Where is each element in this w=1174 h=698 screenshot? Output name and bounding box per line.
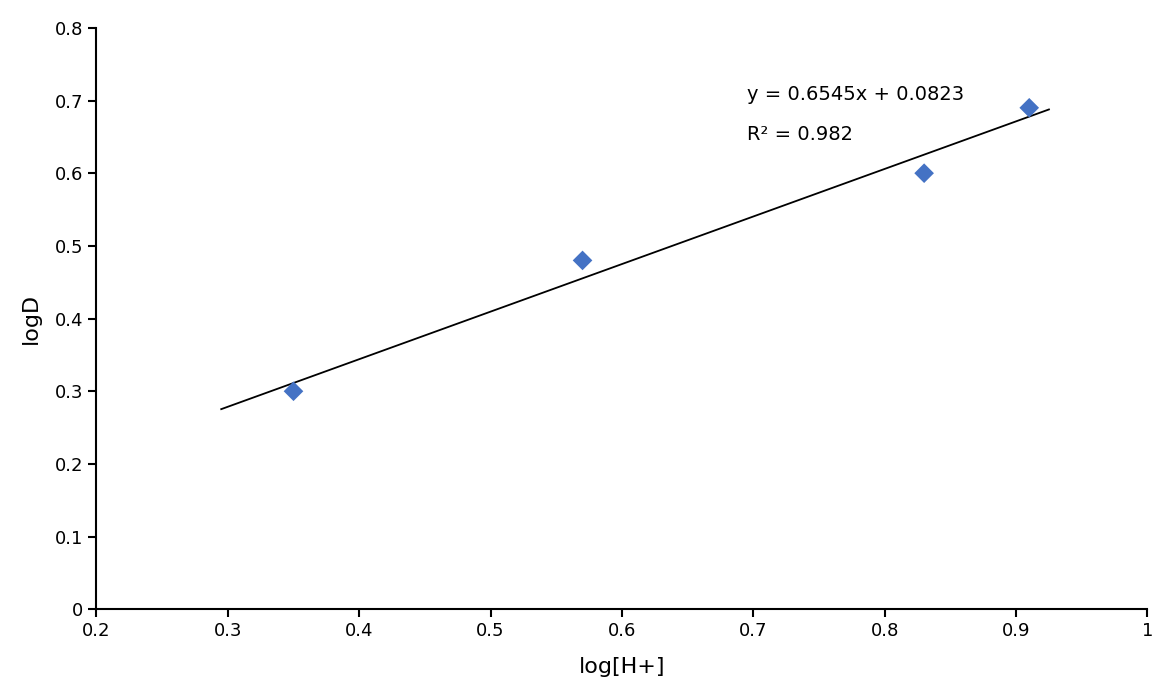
Y-axis label: logD: logD (21, 293, 41, 344)
Text: R² = 0.982: R² = 0.982 (747, 125, 852, 144)
Text: y = 0.6545x + 0.0823: y = 0.6545x + 0.0823 (747, 85, 964, 104)
Point (1020, 102, 1039, 113)
X-axis label: log[H+]: log[H+] (579, 657, 666, 677)
Point (284, 386, 303, 397)
Point (915, 168, 933, 179)
Point (573, 255, 592, 266)
